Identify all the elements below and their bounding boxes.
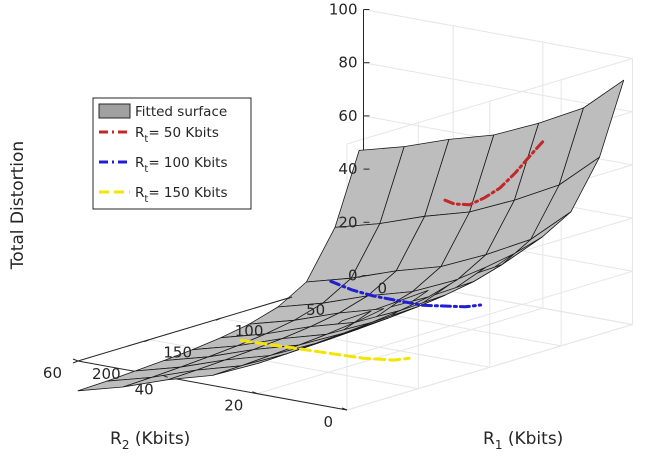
x-tick-label: 50 bbox=[306, 301, 325, 319]
wall-grid-line bbox=[363, 9, 633, 59]
x-tick-label: 150 bbox=[163, 344, 192, 362]
legend-swatch-surface bbox=[98, 103, 131, 119]
z-tick-label: 20 bbox=[338, 213, 357, 231]
legend-label-rt100: Rt= 100 Kbits bbox=[135, 155, 227, 175]
x-tick-label: 200 bbox=[92, 365, 121, 383]
z-tick-label: 0 bbox=[348, 266, 358, 284]
y-tick-mark bbox=[341, 407, 348, 411]
y-tick-label: 0 bbox=[323, 413, 333, 431]
wall-grid-line bbox=[346, 58, 633, 145]
series-line-1 bbox=[329, 279, 483, 309]
series-line-2 bbox=[239, 338, 411, 362]
wall-grid-line bbox=[346, 270, 633, 358]
x-tick-mark bbox=[215, 317, 221, 321]
y-tick-mark bbox=[252, 391, 258, 395]
y-axis-line bbox=[77, 360, 348, 411]
legend: Fitted surface Rt= 50 Kbits Rt= 100 Kbit… bbox=[92, 97, 252, 210]
y-tick-label: 60 bbox=[43, 364, 62, 382]
z-tick-label: 40 bbox=[338, 160, 357, 178]
x-tick-mark bbox=[358, 275, 364, 278]
x-tick-label: 0 bbox=[378, 279, 388, 297]
floor-grid-line bbox=[149, 339, 419, 390]
y-tick-label: 20 bbox=[224, 397, 243, 415]
z-axis-label: Total Distortion bbox=[8, 141, 28, 270]
x-tick-mark bbox=[72, 360, 79, 364]
z-tick-label: 80 bbox=[338, 54, 357, 72]
legend-label-rt150: Rt= 150 Kbits bbox=[135, 185, 227, 205]
legend-label-rt50: Rt= 50 Kbits bbox=[135, 125, 219, 145]
z-tick-label: 100 bbox=[329, 0, 358, 18]
legend-label-surface: Fitted surface bbox=[135, 104, 227, 120]
x-tick-mark bbox=[286, 296, 293, 300]
wall-grid-line bbox=[346, 324, 633, 411]
x-tick-label: 100 bbox=[235, 322, 264, 340]
wall-grid-line bbox=[363, 62, 633, 113]
floor-grid-line bbox=[257, 307, 543, 395]
y-tick-label: 40 bbox=[135, 380, 154, 398]
y-axis-label: R2 (Kbits) bbox=[110, 429, 190, 452]
x-tick-mark bbox=[144, 339, 150, 343]
x-axis-label: R1 (Kbits) bbox=[483, 429, 563, 452]
y-tick-mark bbox=[162, 374, 168, 378]
surface-patch bbox=[77, 376, 152, 392]
z-tick-label: 60 bbox=[338, 107, 357, 125]
y-tick-mark bbox=[72, 358, 79, 362]
series-line-0 bbox=[443, 140, 545, 207]
